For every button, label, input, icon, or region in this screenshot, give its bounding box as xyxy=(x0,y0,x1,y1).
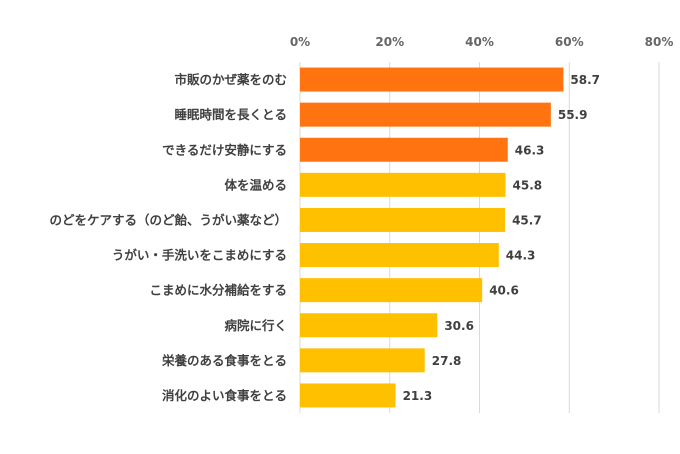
value-label: 44.3 xyxy=(506,249,536,263)
category-label: こまめに水分補給をする xyxy=(149,283,287,298)
value-label: 55.9 xyxy=(558,108,588,122)
x-tick-label: 60% xyxy=(555,35,584,49)
value-label: 46.3 xyxy=(515,143,545,157)
bar xyxy=(300,137,508,162)
category-label: 睡眠時間を長くとる xyxy=(174,107,287,122)
x-tick-label: 40% xyxy=(465,35,494,49)
category-label: できるだけ安静にする xyxy=(162,142,287,157)
category-label: 病院に行く xyxy=(224,318,287,333)
x-tick-label: 80% xyxy=(645,35,674,49)
x-tick-label: 20% xyxy=(375,35,404,49)
bar xyxy=(300,67,564,92)
category-label: うがい・手洗いをこまめにする xyxy=(112,248,287,263)
bar xyxy=(300,383,396,408)
bar xyxy=(300,278,483,303)
bar xyxy=(300,313,438,338)
bar xyxy=(300,348,425,373)
category-label: 市販のかぜ薬をのむ xyxy=(174,72,287,87)
value-label: 45.7 xyxy=(512,213,542,227)
bar xyxy=(300,243,499,268)
bar xyxy=(300,207,506,232)
category-label: 消化のよい食事をとる xyxy=(162,388,287,403)
category-label: 栄養のある食事をとる xyxy=(161,353,287,368)
value-label: 58.7 xyxy=(570,73,600,87)
value-label: 27.8 xyxy=(432,354,462,368)
category-label: のどをケアする（のど飴、うがい薬など） xyxy=(49,212,287,227)
value-label: 45.8 xyxy=(513,178,543,192)
value-label: 21.3 xyxy=(403,389,433,403)
category-label: 体を温める xyxy=(224,177,287,192)
value-label: 30.6 xyxy=(444,319,474,333)
bar xyxy=(300,102,551,127)
x-tick-label: 0% xyxy=(290,35,310,49)
bar xyxy=(300,172,506,197)
value-label: 40.6 xyxy=(489,284,519,298)
